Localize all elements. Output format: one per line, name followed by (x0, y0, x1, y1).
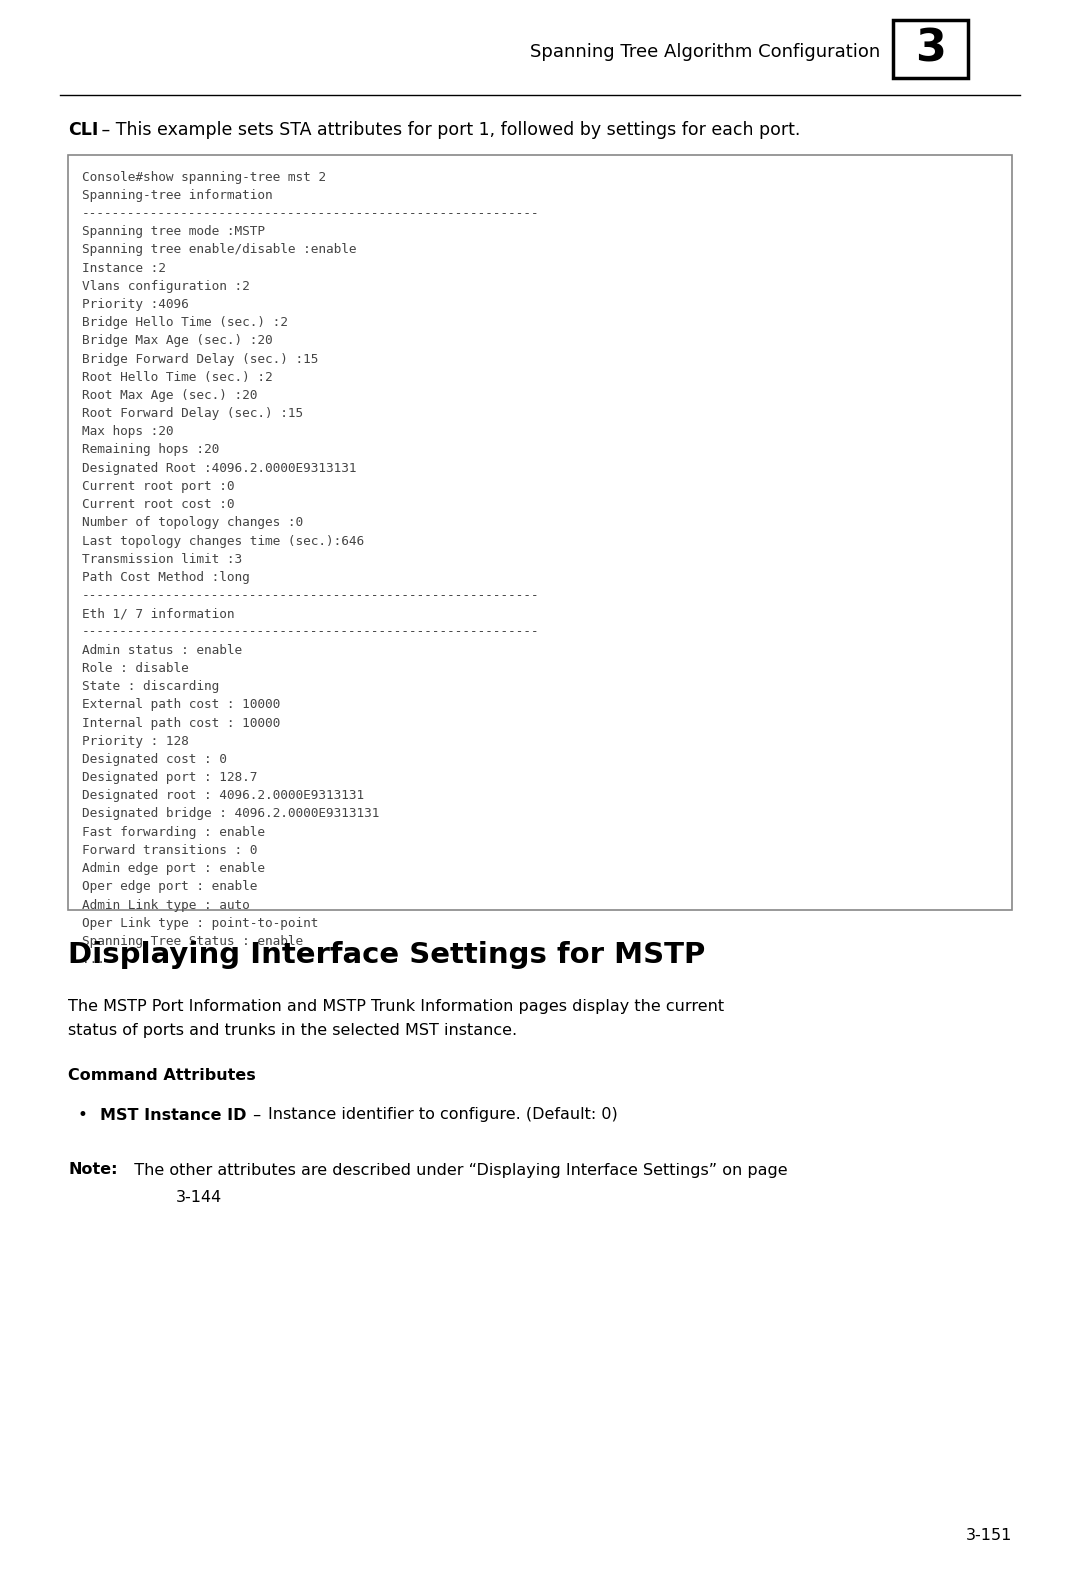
Text: Admin status : enable: Admin status : enable (82, 644, 242, 656)
Text: Role : disable: Role : disable (82, 663, 189, 675)
Text: Transmission limit :3: Transmission limit :3 (82, 553, 242, 565)
Text: Oper edge port : enable: Oper edge port : enable (82, 881, 257, 893)
Text: External path cost : 10000: External path cost : 10000 (82, 699, 280, 711)
Text: Designated Root :4096.2.0000E9313131: Designated Root :4096.2.0000E9313131 (82, 462, 356, 474)
Text: Current root port :0: Current root port :0 (82, 480, 234, 493)
Text: Max hops :20: Max hops :20 (82, 425, 174, 438)
Text: CLI: CLI (68, 121, 98, 140)
Text: Internal path cost : 10000: Internal path cost : 10000 (82, 716, 280, 730)
Text: ------------------------------------------------------------: ----------------------------------------… (82, 625, 540, 639)
Text: Fast forwarding : enable: Fast forwarding : enable (82, 826, 265, 838)
Text: Bridge Max Age (sec.) :20: Bridge Max Age (sec.) :20 (82, 334, 272, 347)
Text: Oper Link type : point-to-point: Oper Link type : point-to-point (82, 917, 319, 929)
Text: Priority :4096: Priority :4096 (82, 298, 189, 311)
Text: Instance identifier to configure. (Default: 0): Instance identifier to configure. (Defau… (268, 1107, 618, 1123)
Text: The other attributes are described under “Displaying Interface Settings” on page: The other attributes are described under… (124, 1162, 787, 1178)
Text: Spanning-tree information: Spanning-tree information (82, 188, 272, 201)
Text: status of ports and trunks in the selected MST instance.: status of ports and trunks in the select… (68, 1022, 517, 1038)
Text: Eth 1/ 7 information: Eth 1/ 7 information (82, 608, 234, 620)
Text: Displaying Interface Settings for MSTP: Displaying Interface Settings for MSTP (68, 940, 705, 969)
Text: Bridge Forward Delay (sec.) :15: Bridge Forward Delay (sec.) :15 (82, 353, 319, 366)
Text: Remaining hops :20: Remaining hops :20 (82, 443, 219, 457)
Text: The MSTP Port Information and MSTP Trunk Information pages display the current: The MSTP Port Information and MSTP Trunk… (68, 1000, 724, 1014)
Text: Instance :2: Instance :2 (82, 262, 166, 275)
Text: Designated bridge : 4096.2.0000E9313131: Designated bridge : 4096.2.0000E9313131 (82, 807, 379, 821)
Text: Spanning tree mode :MSTP: Spanning tree mode :MSTP (82, 225, 265, 239)
Text: ------------------------------------------------------------: ----------------------------------------… (82, 207, 540, 220)
Text: Admin Link type : auto: Admin Link type : auto (82, 898, 249, 912)
Text: Path Cost Method :long: Path Cost Method :long (82, 571, 249, 584)
Text: MST Instance ID: MST Instance ID (100, 1107, 246, 1123)
Text: 3-151: 3-151 (966, 1528, 1012, 1542)
Text: –: – (248, 1107, 267, 1123)
Text: Note:: Note: (68, 1162, 118, 1178)
Text: Command Attributes: Command Attributes (68, 1068, 256, 1082)
Text: Designated root : 4096.2.0000E9313131: Designated root : 4096.2.0000E9313131 (82, 790, 364, 802)
Text: Spanning Tree Algorithm Configuration: Spanning Tree Algorithm Configuration (530, 42, 880, 61)
Text: Bridge Hello Time (sec.) :2: Bridge Hello Time (sec.) :2 (82, 316, 288, 330)
Text: •: • (78, 1105, 87, 1124)
Text: 3: 3 (915, 28, 945, 71)
Text: – This example sets STA attributes for port 1, followed by settings for each por: – This example sets STA attributes for p… (96, 121, 800, 140)
Text: Forward transitions : 0: Forward transitions : 0 (82, 845, 257, 857)
FancyBboxPatch shape (68, 155, 1012, 911)
Text: Priority : 128: Priority : 128 (82, 735, 189, 747)
Text: Admin edge port : enable: Admin edge port : enable (82, 862, 265, 874)
Text: Spanning Tree Status : enable: Spanning Tree Status : enable (82, 934, 303, 948)
Text: Root Hello Time (sec.) :2: Root Hello Time (sec.) :2 (82, 371, 272, 383)
Text: Root Forward Delay (sec.) :15: Root Forward Delay (sec.) :15 (82, 407, 303, 421)
Text: ...: ... (82, 953, 105, 966)
Text: 3-144: 3-144 (176, 1190, 222, 1206)
Text: ------------------------------------------------------------: ----------------------------------------… (82, 589, 540, 603)
Text: Number of topology changes :0: Number of topology changes :0 (82, 517, 303, 529)
Text: State : discarding: State : discarding (82, 680, 219, 692)
Text: Root Max Age (sec.) :20: Root Max Age (sec.) :20 (82, 389, 257, 402)
Text: Vlans configuration :2: Vlans configuration :2 (82, 279, 249, 292)
FancyBboxPatch shape (893, 20, 968, 79)
Text: Spanning tree enable/disable :enable: Spanning tree enable/disable :enable (82, 243, 356, 256)
Text: Console#show spanning-tree mst 2: Console#show spanning-tree mst 2 (82, 171, 326, 184)
Text: Designated cost : 0: Designated cost : 0 (82, 754, 227, 766)
Text: Current root cost :0: Current root cost :0 (82, 498, 234, 512)
Text: Designated port : 128.7: Designated port : 128.7 (82, 771, 257, 783)
Text: Last topology changes time (sec.):646: Last topology changes time (sec.):646 (82, 534, 364, 548)
